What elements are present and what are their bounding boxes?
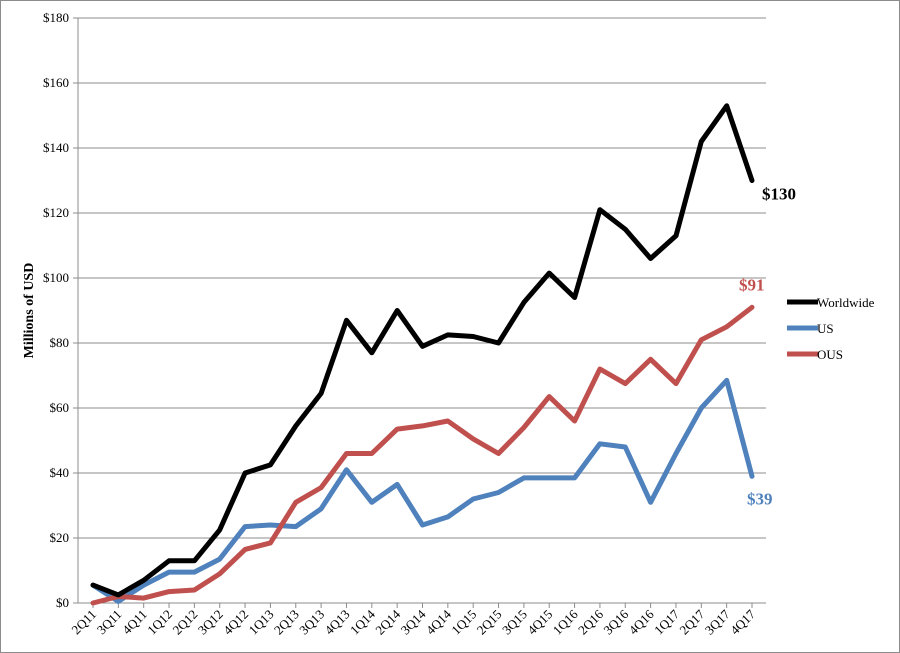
x-tick-label: 1Q17: [651, 606, 682, 637]
series-line-us: [90, 377, 755, 604]
y-tick-label: $140: [43, 140, 69, 155]
x-tick-label: 4Q14: [423, 606, 454, 637]
x-tick-label: 4Q16: [626, 606, 657, 637]
x-tick-label: 3Q13: [296, 607, 327, 638]
legend-label-us: US: [817, 321, 834, 336]
end-label-ous: $91: [739, 275, 765, 294]
series-lines: [90, 103, 755, 606]
x-tick-label: 4Q13: [322, 607, 353, 638]
x-tick-label: 2Q11: [68, 607, 99, 638]
y-tick-label: $160: [43, 75, 69, 90]
y-tick-label: $40: [50, 465, 70, 480]
x-tick-label: 2Q12: [169, 607, 200, 638]
x-tick-label: 3Q16: [600, 606, 631, 637]
end-labels: $130 $39 $91: [739, 185, 796, 509]
x-tick-label: 3Q11: [94, 607, 125, 638]
x-tick-label: 2Q16: [575, 606, 606, 637]
legend-label-worldwide: Worldwide: [817, 295, 875, 310]
end-label-worldwide: $130: [762, 185, 796, 204]
x-tick-label: 2Q13: [271, 607, 302, 638]
y-tick-label: $0: [56, 595, 69, 610]
legend: Worldwide US OUS: [787, 295, 875, 362]
axes: [77, 18, 766, 604]
y-tick-label: $20: [50, 530, 70, 545]
y-axis-label: Millions of USD: [22, 263, 37, 359]
legend-label-ous: OUS: [817, 347, 843, 362]
series-line-worldwide: [90, 103, 755, 598]
x-tick-label: 3Q17: [702, 606, 733, 637]
x-tick-label: 4Q11: [119, 607, 150, 638]
y-tick-label: $100: [43, 270, 69, 285]
y-tick-label: $80: [50, 335, 70, 350]
x-axis-ticks: 2Q113Q114Q111Q122Q123Q124Q121Q132Q133Q13…: [68, 603, 758, 638]
x-tick-label: 1Q14: [347, 606, 378, 637]
x-tick-label: 1Q12: [144, 607, 175, 638]
y-tick-label: $120: [43, 205, 69, 220]
end-label-us: $39: [747, 489, 773, 508]
y-tick-label: $180: [43, 10, 69, 25]
x-tick-label: 3Q15: [499, 607, 530, 638]
y-axis-ticks: $0 $20 $40 $60 $80 $100 $120 $140 $160 $180: [43, 10, 78, 610]
x-tick-label: 1Q16: [550, 606, 581, 637]
x-tick-label: 4Q15: [524, 607, 555, 638]
x-tick-label: 4Q17: [727, 606, 758, 637]
x-tick-label: 2Q15: [474, 607, 505, 638]
series-line-ous: [90, 304, 755, 606]
x-tick-label: 2Q14: [372, 606, 403, 637]
gridlines: [78, 17, 766, 539]
x-tick-label: 1Q13: [246, 607, 277, 638]
x-tick-label: 4Q12: [220, 607, 251, 638]
x-tick-label: 2Q17: [676, 606, 707, 637]
y-tick-label: $60: [50, 400, 70, 415]
x-tick-label: 3Q14: [398, 606, 429, 637]
x-tick-label: 3Q12: [195, 607, 226, 638]
x-tick-label: 1Q15: [448, 607, 479, 638]
